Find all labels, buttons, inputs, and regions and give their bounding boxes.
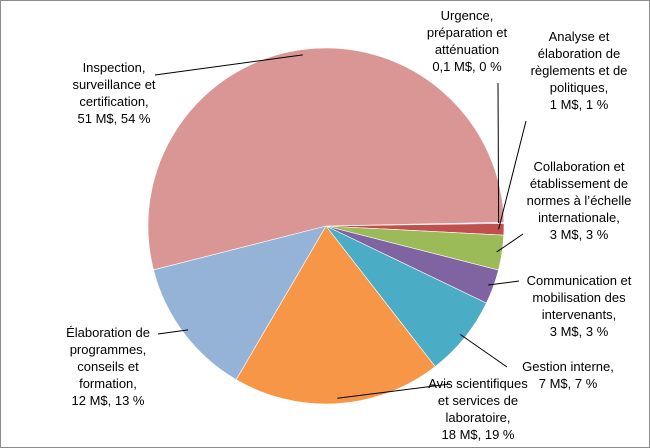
leader-line-7: [154, 54, 303, 76]
slice-label-elaboration: Élaboration de programmes, conseils et f…: [66, 325, 150, 408]
leader-line-3: [488, 280, 520, 286]
pie-slice-6: [153, 225, 327, 381]
slice-label-gestion: Gestion interne, 7 M$, 7 %: [522, 359, 614, 391]
leader-line-0: [497, 82, 500, 223]
slice-label-urgence: Urgence, préparation et atténuation 0,1 …: [426, 8, 508, 74]
leader-line-1: [498, 120, 527, 230]
slice-label-inspection: Inspection, surveillance et certificatio…: [72, 60, 156, 126]
slice-label-communication: Communication et mobilisation des interv…: [526, 273, 632, 339]
leader-line-2: [496, 233, 524, 253]
pie-slice-7: [147, 47, 505, 271]
slice-label-avis: Avis scientifiques et services de labora…: [428, 376, 528, 442]
slice-label-analyse: Analyse et élaboration de règlements et …: [530, 29, 628, 112]
leader-line-5: [337, 383, 451, 399]
slice-label-collaboration: Collaboration et établissement de normes…: [526, 159, 632, 242]
leader-line-4: [460, 334, 508, 368]
leader-line-6: [157, 329, 189, 335]
pie-slice-5: [235, 225, 436, 405]
